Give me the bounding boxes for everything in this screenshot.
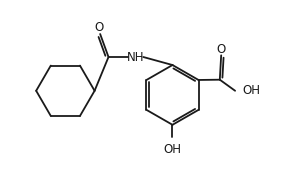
Text: OH: OH [164,143,182,156]
Text: O: O [217,43,226,56]
Text: NH: NH [127,50,144,64]
Text: O: O [94,22,103,34]
Text: OH: OH [242,84,260,97]
